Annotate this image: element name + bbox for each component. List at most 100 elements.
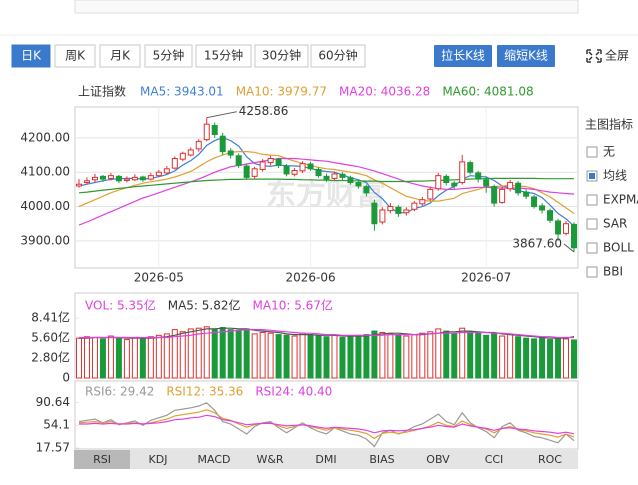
period-tab-label[interactable]: 60分钟	[318, 48, 357, 63]
volume-bar	[147, 336, 154, 379]
checkbox[interactable]	[586, 218, 598, 230]
indicator-option[interactable]: BOLL	[603, 241, 634, 255]
period-tab-label[interactable]: 5分钟	[153, 48, 185, 63]
candle-body	[131, 176, 138, 181]
volume-bar	[203, 326, 210, 379]
checkbox[interactable]	[586, 146, 598, 158]
candle-body	[139, 176, 146, 181]
indicator-tab[interactable]: W&R	[256, 453, 283, 466]
candle-body	[443, 175, 450, 184]
period-tab[interactable]	[54, 44, 96, 68]
volume-bar	[195, 327, 202, 379]
candle-body	[91, 176, 98, 181]
volume-bar	[91, 336, 98, 379]
candle-body	[259, 161, 266, 170]
overview-strip	[74, 0, 579, 14]
checkbox[interactable]	[586, 194, 598, 206]
fullscreen-icon[interactable]	[586, 49, 602, 63]
y-tick-label: 4000.00	[20, 199, 70, 213]
volume-bar	[395, 334, 402, 379]
volume-bar	[75, 337, 82, 379]
candle-body	[307, 163, 314, 170]
indicator-option[interactable]: SAR	[603, 217, 627, 231]
checkbox-mark[interactable]	[589, 173, 595, 179]
y-tick-label: 8.41亿	[31, 310, 70, 325]
candle-body	[219, 135, 226, 153]
annotation-arrow	[206, 111, 237, 119]
candle-body	[227, 150, 234, 156]
candle-body	[251, 168, 258, 177]
candle-body	[155, 171, 162, 177]
candle-body	[163, 168, 170, 174]
y-tick-label: 54.1	[43, 418, 70, 432]
candle-body	[467, 162, 474, 173]
indicator-option[interactable]: BBI	[603, 265, 623, 279]
candle-body	[243, 165, 250, 178]
y-tick-label: 2.80亿	[31, 350, 70, 365]
candle-body	[195, 140, 202, 150]
volume-bar	[235, 329, 242, 379]
legend-entry: RSI24: 40.40	[255, 385, 332, 399]
zoom-button-label[interactable]: 缩短K线	[504, 48, 548, 63]
period-tab[interactable]	[11, 44, 51, 68]
indicator-tab[interactable]: ROC	[538, 453, 562, 466]
candle-body	[147, 175, 154, 180]
indicator-tab-active[interactable]	[74, 450, 130, 469]
indicator-tab[interactable]: DMI	[315, 453, 336, 466]
indicator-option[interactable]: EXPMA	[603, 193, 638, 207]
candle-body	[387, 206, 394, 212]
period-tab[interactable]	[310, 44, 366, 68]
checkbox[interactable]	[586, 266, 598, 278]
indicator-option[interactable]: 均线	[603, 169, 627, 183]
candle-body	[451, 182, 458, 187]
indicator-option[interactable]: 无	[603, 145, 615, 159]
zoom-button[interactable]	[497, 45, 555, 67]
legend-entry: VOL: 5.35亿	[85, 298, 156, 313]
y-tick-label: 17.57	[36, 441, 70, 455]
volume-bar	[499, 335, 506, 379]
line-series	[79, 329, 575, 339]
indicator-tab[interactable]: CCI	[485, 453, 504, 466]
checkbox[interactable]	[586, 242, 598, 254]
zoom-button-label[interactable]: 拉长K线	[441, 48, 485, 63]
period-tab[interactable]	[99, 44, 141, 68]
candle-body	[275, 158, 282, 166]
period-tab[interactable]	[195, 44, 252, 68]
volume-bar	[83, 336, 90, 379]
legend-entry: MA10: 3979.77	[236, 85, 327, 99]
period-tab-label[interactable]: 日K	[21, 49, 42, 63]
y-tick-label: 5.60亿	[31, 330, 70, 345]
legend-entry: MA5: 5.82亿	[168, 298, 241, 313]
indicator-tab[interactable]: BIAS	[369, 453, 394, 466]
volume-bar	[171, 329, 178, 379]
indicator-tab[interactable]: MACD	[198, 453, 231, 466]
volume-bar	[323, 336, 330, 379]
indicator-tab[interactable]: OBV	[426, 453, 450, 466]
legend-entry: MA60: 4081.08	[442, 85, 533, 99]
period-tab-label[interactable]: 15分钟	[204, 48, 243, 63]
period-tab[interactable]	[144, 44, 193, 68]
period-tab[interactable]	[254, 44, 309, 68]
volume-bar	[307, 334, 314, 379]
period-tab-label[interactable]: 月K	[110, 49, 131, 63]
candle-body	[315, 168, 322, 177]
period-tab-label[interactable]: 周K	[65, 49, 86, 63]
volume-bar	[475, 332, 482, 379]
annotation-label: 3867.60	[512, 237, 562, 251]
candle-body	[355, 182, 362, 187]
plot-frame	[74, 106, 579, 269]
volume-bar	[571, 339, 578, 379]
volume-bar	[291, 335, 298, 379]
zoom-button[interactable]	[434, 45, 492, 67]
fullscreen-button[interactable]: 全屏	[605, 48, 629, 63]
volume-bar	[243, 328, 250, 379]
volume-bar	[427, 331, 434, 379]
candle-body	[419, 199, 426, 205]
candle-body	[363, 186, 370, 194]
candle-body	[107, 175, 114, 179]
candle-body	[483, 179, 490, 187]
volume-bar	[355, 334, 362, 379]
indicator-tab[interactable]: RSI	[93, 453, 111, 466]
indicator-tab[interactable]: KDJ	[149, 453, 168, 466]
period-tab-label[interactable]: 30分钟	[262, 48, 301, 63]
